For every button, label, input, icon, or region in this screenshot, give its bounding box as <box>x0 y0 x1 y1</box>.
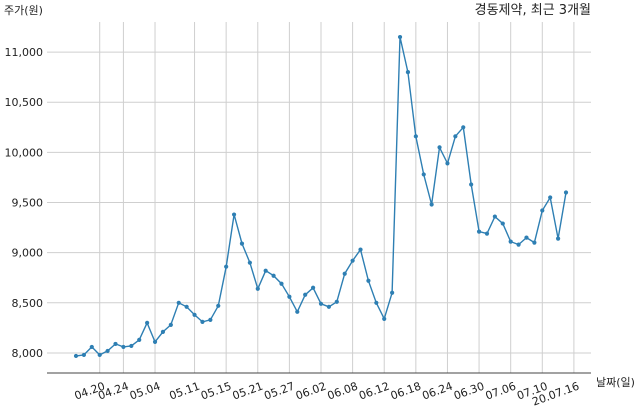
data-point <box>350 258 355 263</box>
x-tick-label: 05.27 <box>262 380 296 403</box>
data-point <box>548 195 553 200</box>
data-point <box>500 221 505 226</box>
y-tick-label: 10,500 <box>5 96 44 109</box>
data-point <box>326 304 332 309</box>
data-point <box>453 134 458 139</box>
y-tick-label: 9,500 <box>12 197 44 210</box>
data-point <box>113 341 118 347</box>
data-point <box>247 260 252 265</box>
data-point <box>271 273 276 278</box>
data-point <box>382 316 387 321</box>
data-point <box>540 208 545 213</box>
data-point <box>160 329 166 334</box>
x-tick-label: 06.30 <box>452 380 486 403</box>
data-point <box>429 202 434 207</box>
x-tick-label: 06.02 <box>294 380 328 403</box>
data-point <box>137 337 142 343</box>
data-point <box>358 247 363 252</box>
data-point <box>397 34 403 40</box>
data-point <box>532 240 537 245</box>
data-point <box>279 281 284 286</box>
data-point <box>152 339 158 345</box>
x-tick-label: 05.11 <box>168 380 202 403</box>
data-point <box>390 290 395 295</box>
data-point <box>105 348 110 354</box>
data-point <box>97 352 102 358</box>
x-tick-label: 06.24 <box>420 380 454 403</box>
data-point <box>476 229 482 234</box>
data-point <box>295 309 300 314</box>
data-point <box>484 231 490 236</box>
data-point <box>263 268 268 273</box>
data-point <box>89 344 94 350</box>
data-point <box>121 344 126 350</box>
tick-label-layer: 8,0008,5009,0009,50010,00010,50011,00004… <box>5 46 581 408</box>
data-point <box>81 352 87 358</box>
y-tick-label: 10,000 <box>5 146 44 159</box>
data-point <box>334 299 339 304</box>
series-layer <box>73 34 569 359</box>
data-point <box>216 303 221 308</box>
x-tick-label: 06.08 <box>326 380 360 403</box>
data-point <box>168 322 173 327</box>
data-point <box>255 286 260 291</box>
data-point <box>421 172 426 177</box>
data-point <box>374 300 379 305</box>
data-point <box>461 125 466 130</box>
y-axis-title: 주가(원) <box>4 4 43 17</box>
data-point <box>287 294 292 299</box>
data-point <box>303 292 308 297</box>
y-tick-label: 8,500 <box>12 297 44 310</box>
y-tick-label: 8,000 <box>12 347 44 360</box>
x-tick-label: 05.21 <box>231 380 265 403</box>
data-point <box>184 304 189 309</box>
data-point <box>437 145 442 150</box>
data-point <box>563 190 569 195</box>
data-point <box>492 214 497 219</box>
x-tick-label: 07.06 <box>484 380 518 403</box>
x-axis-title: 날짜(일) <box>596 375 635 389</box>
data-point <box>208 317 213 322</box>
data-point <box>342 271 347 276</box>
data-point <box>224 264 229 269</box>
x-tick-label: 06.12 <box>357 380 391 403</box>
data-point <box>176 300 181 305</box>
data-point <box>192 312 197 317</box>
data-point <box>145 320 150 325</box>
data-point <box>129 343 134 349</box>
data-point <box>73 353 79 359</box>
data-point <box>508 239 513 244</box>
grid-layer <box>47 22 591 373</box>
data-point <box>524 235 529 240</box>
x-tick-label: 06.18 <box>389 380 423 403</box>
data-point <box>445 161 450 166</box>
x-tick-label: 05.15 <box>199 380 233 403</box>
y-tick-label: 9,000 <box>12 247 44 260</box>
data-point <box>469 182 474 187</box>
chart-title: 경동제약, 최근 3개월 <box>475 3 591 18</box>
data-point <box>516 242 521 247</box>
x-tick-label: 05.04 <box>128 380 162 403</box>
data-point <box>366 278 371 283</box>
data-point <box>310 285 316 290</box>
data-point <box>413 134 418 139</box>
data-point <box>239 241 245 246</box>
data-point <box>555 236 561 241</box>
y-tick-label: 11,000 <box>5 46 44 59</box>
data-point <box>318 301 324 306</box>
data-point <box>200 319 205 324</box>
data-point <box>405 70 411 75</box>
data-point <box>231 212 237 217</box>
